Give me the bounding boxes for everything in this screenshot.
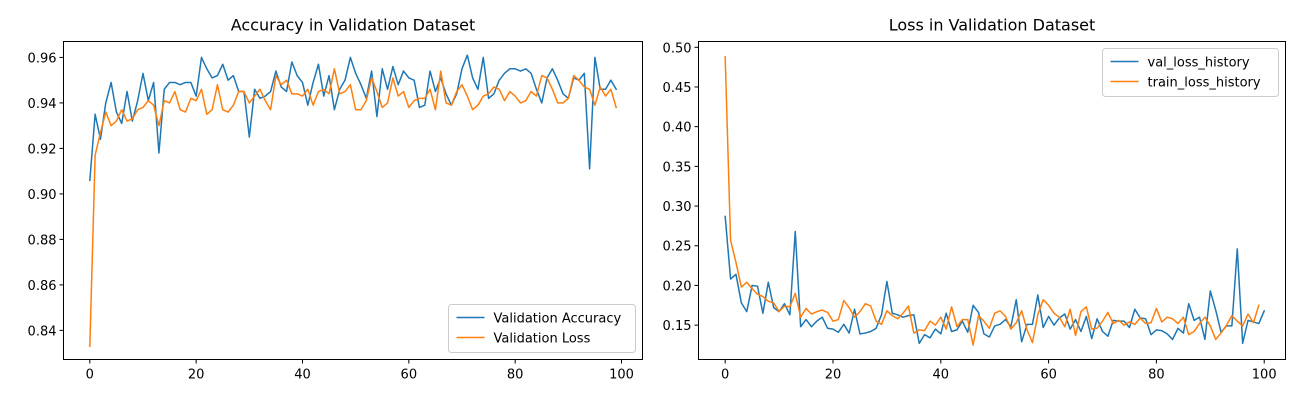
x-tick-label: 20 (825, 368, 842, 383)
x-tick-label: 80 (1148, 368, 1165, 383)
legend-label: train_loss_history (1148, 76, 1261, 91)
y-tick-label: 0.50 (663, 41, 692, 56)
y-tick-label: 0.20 (663, 279, 692, 294)
y-tick-label: 0.90 (28, 188, 57, 203)
series-line-2 (89, 68, 618, 348)
x-tick-label: 0 (86, 368, 94, 383)
axes-frame (698, 41, 1286, 360)
x-tick-label: 100 (1252, 368, 1277, 383)
legend-box (448, 304, 636, 353)
series-line-1 (724, 215, 1266, 345)
y-tick-label: 0.96 (28, 51, 57, 66)
series-line-1 (89, 54, 618, 182)
y-tick-label: 0.94 (28, 97, 57, 112)
x-tick-label: 20 (188, 368, 205, 383)
chart-panel-2: Loss in Validation Dataset 0 20 40 60 80 100 0.… (663, 16, 1286, 383)
legend: val_loss_history train_loss_history (1102, 48, 1279, 97)
legend: Validation Accuracy Validation Loss (448, 304, 636, 353)
chart-panel-1: Accuracy in Validation Dataset 0 20 40 60 80 1… (28, 16, 643, 383)
legend-label: val_loss_history (1148, 56, 1250, 71)
x-tick-label: 80 (507, 368, 524, 383)
x-tick-label: 0 (721, 368, 729, 383)
axes-frame (63, 41, 643, 360)
y-tick-label: 0.35 (663, 160, 692, 175)
legend-box (1102, 48, 1279, 97)
x-tick-label: 100 (609, 368, 634, 383)
legend-label: Validation Loss (494, 332, 591, 347)
series-line-2 (724, 56, 1260, 346)
y-tick-label: 0.25 (663, 240, 692, 255)
chart-title: Loss in Validation Dataset (889, 16, 1096, 35)
y-tick-label: 0.88 (28, 233, 57, 248)
y-tick-label: 0.30 (663, 200, 692, 215)
x-tick-label: 60 (1040, 368, 1057, 383)
y-tick-label: 0.15 (663, 319, 692, 334)
y-tick-label: 0.40 (663, 121, 692, 136)
x-tick-label: 40 (294, 368, 311, 383)
y-tick-label: 0.45 (663, 81, 692, 96)
x-tick-label: 60 (401, 368, 418, 383)
legend-label: Validation Accuracy (494, 312, 622, 327)
y-tick-label: 0.92 (28, 142, 57, 157)
y-tick-label: 0.86 (28, 279, 57, 294)
chart-title: Accuracy in Validation Dataset (231, 16, 476, 35)
y-tick-label: 0.84 (28, 324, 57, 339)
x-tick-label: 40 (933, 368, 950, 383)
